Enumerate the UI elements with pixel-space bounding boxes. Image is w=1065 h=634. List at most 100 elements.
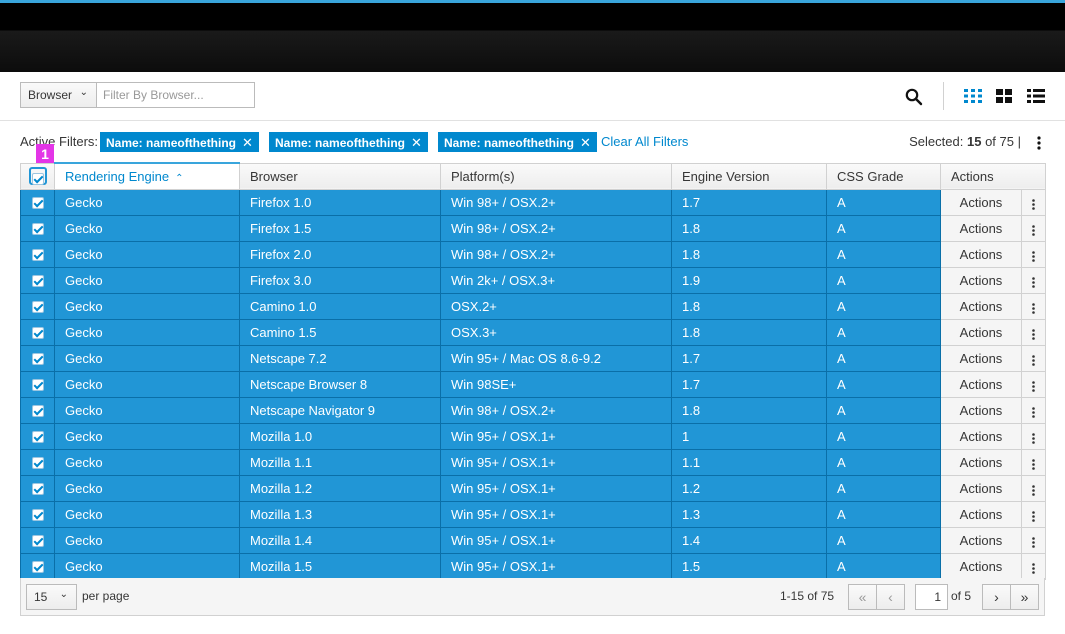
row-kebab-button[interactable]	[1020, 526, 1047, 554]
column-header-platforms[interactable]: Platform(s)	[440, 162, 672, 190]
row-actions-button[interactable]: Actions	[940, 474, 1022, 502]
close-icon[interactable]: ✕	[580, 135, 591, 150]
row-kebab-button[interactable]	[1020, 552, 1047, 580]
row-kebab-button[interactable]	[1020, 266, 1047, 294]
cell-browser: Mozilla 1.4	[239, 526, 441, 554]
filter-input[interactable]	[96, 82, 255, 108]
row-checkbox[interactable]	[31, 535, 44, 548]
row-kebab-button[interactable]	[1020, 448, 1047, 476]
filter-field-dropdown[interactable]: Browser ⌄	[20, 82, 97, 108]
row-actions-button[interactable]: Actions	[940, 500, 1022, 528]
card-view-icon[interactable]	[964, 89, 982, 103]
row-checkbox[interactable]	[31, 353, 44, 366]
row-actions-button[interactable]: Actions	[940, 526, 1022, 554]
row-actions-button[interactable]: Actions	[940, 448, 1022, 476]
row-actions-button[interactable]: Actions	[940, 318, 1022, 346]
previous-page-icon[interactable]: ‹	[876, 584, 905, 610]
last-page-icon[interactable]: »	[1010, 584, 1039, 610]
row-kebab-button[interactable]	[1020, 474, 1047, 502]
row-checkbox[interactable]	[31, 301, 44, 314]
row-actions-button[interactable]: Actions	[940, 240, 1022, 268]
row-kebab-button[interactable]	[1020, 240, 1047, 268]
selected-count: Selected: 15 of 75 |	[909, 134, 1021, 149]
column-header-css-grade[interactable]: CSS Grade	[826, 162, 941, 190]
row-actions-button[interactable]: Actions	[940, 344, 1022, 372]
clear-all-filters-link[interactable]: Clear All Filters	[601, 134, 689, 149]
list-view-icon[interactable]	[1027, 89, 1045, 103]
cell-platforms: Win 98+ / OSX.2+	[440, 188, 672, 216]
cell-engine-version: 1	[671, 422, 827, 450]
row-actions-button[interactable]: Actions	[940, 552, 1022, 580]
table-row[interactable]: Gecko Firefox 2.0 Win 98+ / OSX.2+ 1.8 A Acti…	[20, 240, 1047, 268]
table-row[interactable]: Gecko Mozilla 1.3 Win 95+ / OSX.1+ 1.3 A Acti…	[20, 500, 1047, 528]
table-row[interactable]: Gecko Netscape Navigator 9 Win 98+ / OSX.2…	[20, 396, 1047, 424]
table-row[interactable]: Gecko Mozilla 1.2 Win 95+ / OSX.1+ 1.2 A Acti…	[20, 474, 1047, 502]
table-row[interactable]: Gecko Firefox 1.0 Win 98+ / OSX.2+ 1.7 A Acti…	[20, 188, 1047, 216]
row-kebab-button[interactable]	[1020, 188, 1047, 216]
row-checkbox[interactable]	[31, 327, 44, 340]
row-checkbox[interactable]	[31, 223, 44, 236]
row-checkbox[interactable]	[31, 197, 44, 210]
row-kebab-button[interactable]	[1020, 344, 1047, 372]
row-kebab-button[interactable]	[1020, 500, 1047, 528]
kebab-icon[interactable]	[1037, 136, 1041, 150]
per-page-value: 15	[34, 590, 48, 604]
close-icon[interactable]: ✕	[411, 135, 422, 150]
table-row[interactable]: Gecko Mozilla 1.4 Win 95+ / OSX.1+ 1.4 A Acti…	[20, 526, 1047, 554]
table-row[interactable]: Gecko Camino 1.0 OSX.2+ 1.8 A Actions	[20, 292, 1047, 320]
cell-rendering-engine: Gecko	[54, 474, 240, 502]
row-actions-button[interactable]: Actions	[940, 396, 1022, 424]
cell-rendering-engine: Gecko	[54, 422, 240, 450]
row-checkbox[interactable]	[31, 483, 44, 496]
cell-platforms: OSX.3+	[440, 318, 672, 346]
row-actions-button[interactable]: Actions	[940, 370, 1022, 398]
first-page-icon[interactable]: «	[848, 584, 877, 610]
column-header-rendering-engine[interactable]: Rendering Engine ⌃	[54, 162, 240, 190]
current-page-input[interactable]	[915, 584, 948, 610]
row-select-cell	[20, 370, 55, 398]
per-page-dropdown[interactable]: 15 ⌄	[26, 584, 77, 610]
row-checkbox[interactable]	[31, 509, 44, 522]
table-row[interactable]: Gecko Firefox 1.5 Win 98+ / OSX.2+ 1.8 A Acti…	[20, 214, 1047, 242]
next-page-icon[interactable]: ›	[982, 584, 1011, 610]
row-checkbox[interactable]	[31, 431, 44, 444]
cell-platforms: Win 98+ / OSX.2+	[440, 214, 672, 242]
row-actions-button[interactable]: Actions	[940, 188, 1022, 216]
row-actions-button[interactable]: Actions	[940, 214, 1022, 242]
table-row[interactable]: Gecko Mozilla 1.1 Win 95+ / OSX.1+ 1.1 A Acti…	[20, 448, 1047, 476]
row-actions-button[interactable]: Actions	[940, 266, 1022, 294]
cell-engine-version: 1.7	[671, 370, 827, 398]
column-header-browser[interactable]: Browser	[239, 162, 441, 190]
row-kebab-button[interactable]	[1020, 370, 1047, 398]
table-row[interactable]: Gecko Netscape Browser 8 Win 98SE+ 1.7 A Acti…	[20, 370, 1047, 398]
table-row[interactable]: Gecko Mozilla 1.0 Win 95+ / OSX.1+ 1 A Action…	[20, 422, 1047, 450]
select-all-checkbox[interactable]	[28, 167, 47, 185]
row-checkbox[interactable]	[31, 379, 44, 392]
row-kebab-button[interactable]	[1020, 292, 1047, 320]
column-header-engine-version[interactable]: Engine Version	[671, 162, 827, 190]
row-actions-button[interactable]: Actions	[940, 422, 1022, 450]
column-header-label: Rendering Engine	[65, 168, 170, 184]
row-checkbox[interactable]	[31, 561, 44, 574]
table-row[interactable]: Gecko Firefox 3.0 Win 2k+ / OSX.3+ 1.9 A Acti…	[20, 266, 1047, 294]
cell-rendering-engine: Gecko	[54, 448, 240, 476]
row-actions-button[interactable]: Actions	[940, 292, 1022, 320]
row-kebab-button[interactable]	[1020, 396, 1047, 424]
table-row[interactable]: Gecko Camino 1.5 OSX.3+ 1.8 A Actions	[20, 318, 1047, 346]
search-icon[interactable]	[905, 88, 923, 106]
kebab-icon	[1032, 276, 1035, 288]
close-icon[interactable]: ✕	[242, 135, 253, 150]
row-kebab-button[interactable]	[1020, 422, 1047, 450]
row-checkbox[interactable]	[31, 405, 44, 418]
table-row[interactable]: Gecko Mozilla 1.5 Win 95+ / OSX.1+ 1.5 A Acti…	[20, 552, 1047, 580]
row-kebab-button[interactable]	[1020, 318, 1047, 346]
row-checkbox[interactable]	[31, 275, 44, 288]
row-select-cell	[20, 292, 55, 320]
row-kebab-button[interactable]	[1020, 214, 1047, 242]
row-checkbox[interactable]	[31, 457, 44, 470]
row-checkbox[interactable]	[31, 249, 44, 262]
table-row[interactable]: Gecko Netscape 7.2 Win 95+ / Mac OS 8.6-9.…	[20, 344, 1047, 372]
step-badge: 1	[36, 144, 54, 164]
cell-engine-version: 1.8	[671, 318, 827, 346]
tile-view-icon[interactable]	[996, 89, 1014, 103]
